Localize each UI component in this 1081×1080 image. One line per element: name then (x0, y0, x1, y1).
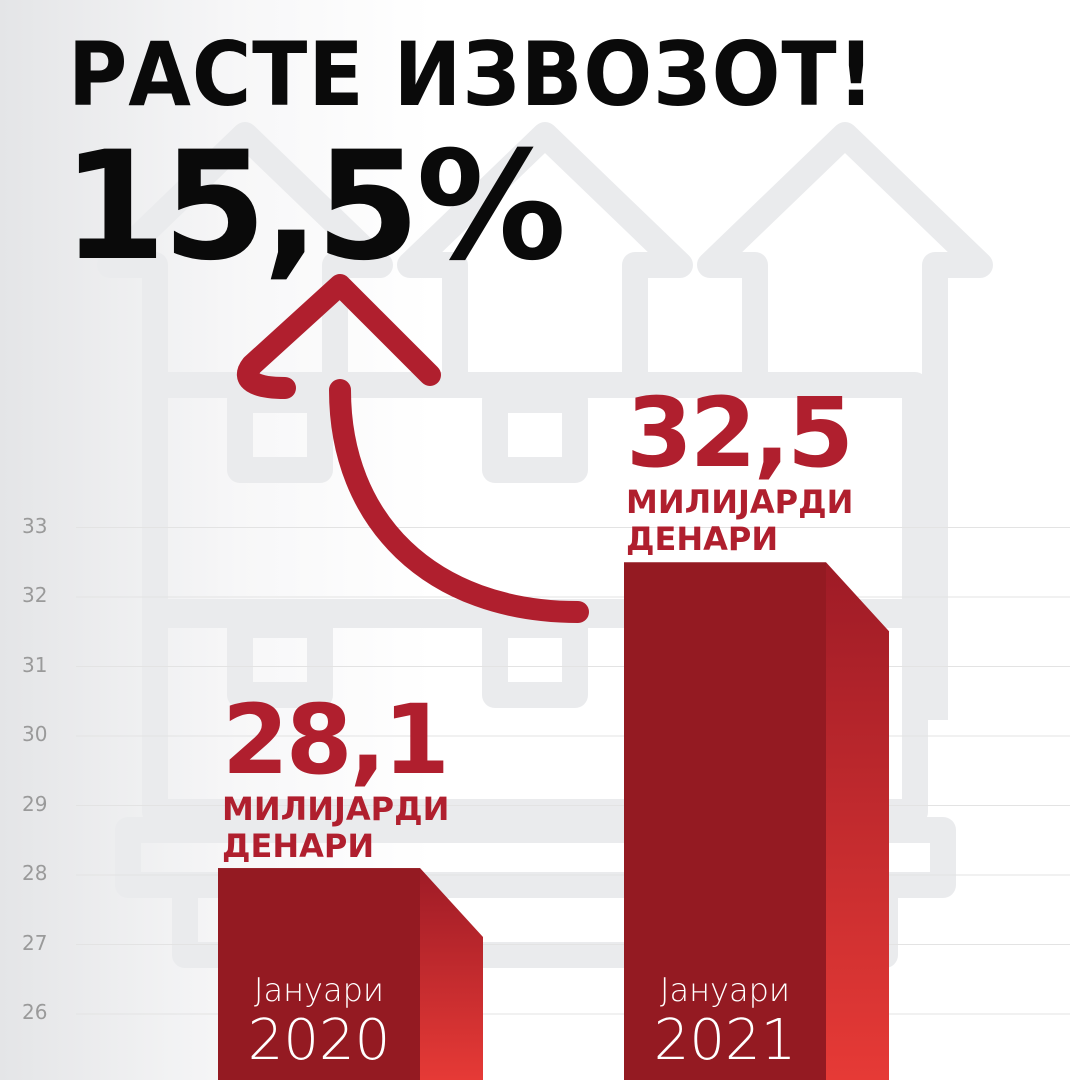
bar-2021 (624, 562, 826, 1080)
y-tick-label: 28 (22, 861, 48, 885)
unit-label: МИЛИЈАРДИ (626, 482, 854, 521)
bar-side-2021 (826, 562, 889, 1080)
data-label-2020: 28,1 МИЛИЈАРДИ ДЕНАРИ (222, 684, 450, 865)
value-label: 28,1 (222, 684, 450, 796)
unit-label: МИЛИЈАРДИ (222, 789, 450, 828)
y-tick-label: 33 (22, 513, 48, 538)
y-tick-label: 27 (22, 930, 48, 955)
month-label: Јануари (660, 971, 790, 1009)
y-tick-label: 29 (22, 791, 48, 816)
y-tick-label: 26 (22, 1000, 48, 1024)
unit-label: ДЕНАРИ (222, 826, 375, 865)
growth-percentage: 15,5% (62, 120, 566, 294)
growth-arrow-icon (237, 274, 589, 623)
unit-label: ДЕНАРИ (626, 519, 779, 558)
year-label: 2021 (653, 1007, 797, 1073)
year-label: 2020 (247, 1007, 391, 1073)
grid-lines (76, 527, 1070, 1015)
bar-side-2020 (420, 868, 483, 1080)
bar-2020 (218, 868, 420, 1080)
y-tick-label: 30 (22, 722, 48, 746)
page-title: РАСТЕ ИЗВОЗОТ! (68, 23, 876, 126)
month-label: Јануари (254, 971, 384, 1009)
value-label: 32,5 (626, 377, 854, 489)
category-label-2020: Јануари 2020 (218, 972, 420, 1073)
y-tick-label: 32 (22, 583, 48, 607)
category-label-2021: Јануари 2021 (624, 972, 826, 1073)
y-tick-label: 31 (22, 652, 48, 677)
data-label-2021: 32,5 МИЛИЈАРДИ ДЕНАРИ (626, 377, 854, 558)
